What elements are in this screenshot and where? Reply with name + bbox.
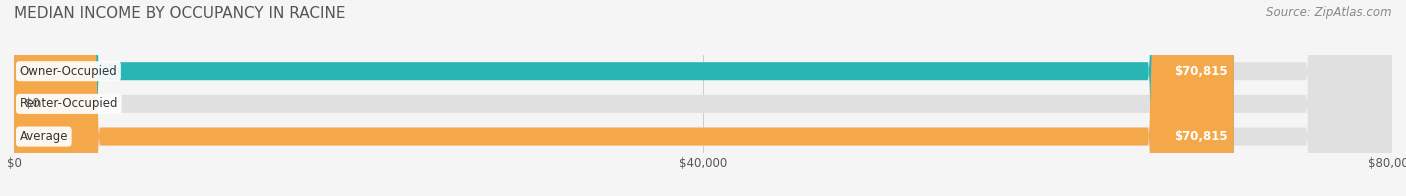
Text: MEDIAN INCOME BY OCCUPANCY IN RACINE: MEDIAN INCOME BY OCCUPANCY IN RACINE <box>14 6 346 21</box>
FancyBboxPatch shape <box>14 0 1392 196</box>
FancyBboxPatch shape <box>14 0 1233 196</box>
FancyBboxPatch shape <box>14 0 1392 196</box>
Text: Renter-Occupied: Renter-Occupied <box>20 97 118 110</box>
Text: $70,815: $70,815 <box>1174 65 1229 78</box>
FancyBboxPatch shape <box>14 0 1392 196</box>
Text: Owner-Occupied: Owner-Occupied <box>20 65 117 78</box>
Text: $70,815: $70,815 <box>1174 130 1229 143</box>
Text: $0: $0 <box>25 97 39 110</box>
FancyBboxPatch shape <box>14 0 1233 196</box>
Text: Average: Average <box>20 130 67 143</box>
Text: Source: ZipAtlas.com: Source: ZipAtlas.com <box>1267 6 1392 19</box>
